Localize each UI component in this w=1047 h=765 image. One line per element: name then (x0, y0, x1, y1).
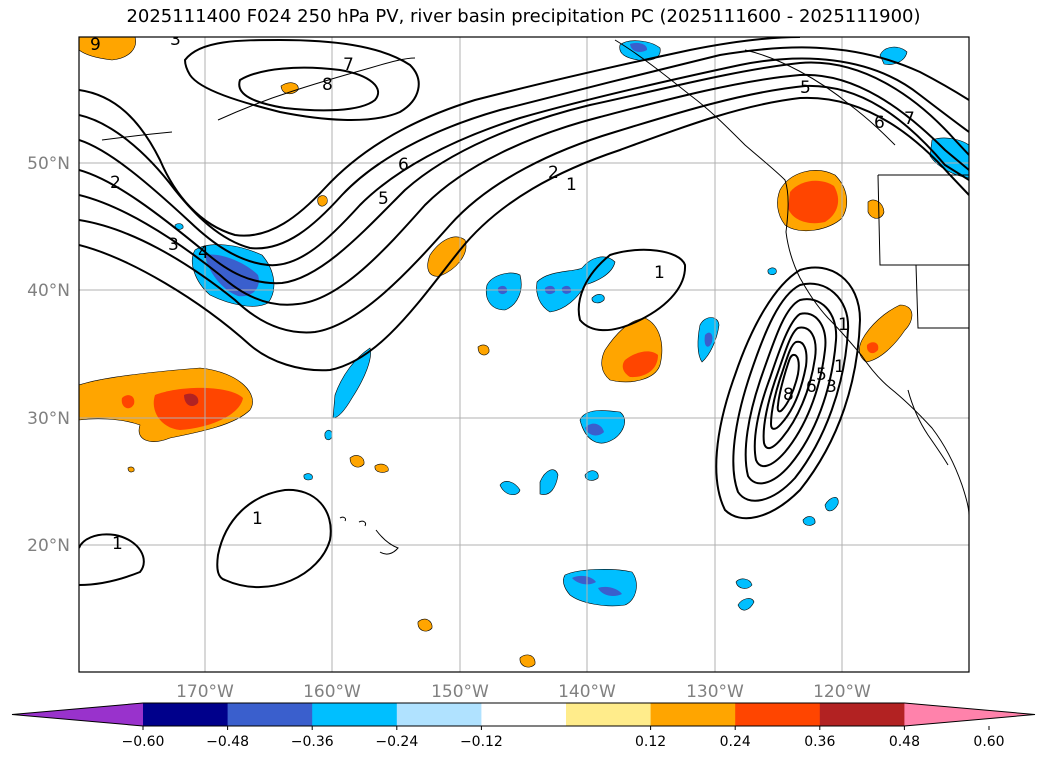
precip-positive-area (477, 344, 490, 356)
contour-label: 1 (654, 263, 665, 283)
pv-contours (79, 37, 969, 589)
precip-negative-core (205, 254, 259, 297)
contour-label: 1 (252, 509, 263, 529)
precip-positive-area (79, 37, 136, 61)
map-area: 9 3 8 7 2 6 5 1 3 4 1 2 1 5 6 7 1 8 6 5 … (79, 30, 969, 672)
colorbar: −0.60 −0.48 −0.36 −0.24 −0.12 0.12 0.24 0.36 0.4… (11, 702, 1036, 750)
contour-label: 9 (90, 35, 101, 55)
precip-positive-area (127, 466, 135, 473)
colorbar-segment (143, 703, 229, 726)
lon-label: 150°W (431, 682, 489, 702)
precip-positive-core (788, 180, 839, 224)
precip-negative-area (324, 429, 333, 441)
precip-negative-area (824, 497, 839, 512)
precip-negative-area (499, 481, 521, 495)
contour-label: 5 (378, 189, 389, 209)
precip-negative-area (332, 347, 371, 419)
colorbar-tick-label: 0.36 (804, 734, 835, 750)
coastlines (101, 39, 969, 555)
precip-negative-area (303, 473, 313, 481)
colorbar-tick-label: 0.12 (635, 734, 666, 750)
contour-label: 1 (834, 357, 845, 377)
precip-positive-core (153, 387, 243, 430)
contour-label: 1 (838, 315, 849, 335)
contour-label: 5 (816, 365, 827, 385)
lat-label: 30°N (27, 409, 70, 429)
precip-negative-core (585, 423, 604, 436)
precip-negative-core (598, 586, 622, 596)
contour-label: 6 (806, 377, 817, 397)
colorbar-tick-label: 0.48 (889, 734, 920, 750)
precip-positive-core (622, 351, 658, 378)
precip-negative-area (802, 516, 816, 526)
colorbar-segment (650, 703, 736, 726)
precip-positive-area (317, 195, 328, 207)
map-title: 2025111400 F024 250 hPa PV, river basin … (126, 6, 921, 27)
colorbar-tick-label: −0.48 (206, 734, 249, 750)
lon-label: 160°W (303, 682, 361, 702)
contour-label: 3 (170, 30, 181, 50)
precip-negative-area (591, 294, 605, 304)
colorbar-segment (227, 703, 313, 726)
contour-label: 6 (874, 113, 885, 133)
colorbar-segment (819, 703, 905, 726)
lat-label: 50°N (27, 154, 70, 174)
contour-label: 1 (566, 175, 577, 195)
precip-negative-area (579, 410, 625, 444)
colorbar-tick-label: −0.36 (291, 734, 334, 750)
lat-label: 20°N (27, 536, 70, 556)
precip-negative-core (572, 575, 596, 585)
colorbar-extend-max (904, 703, 1035, 726)
lon-label: 130°W (686, 682, 744, 702)
colorbar-tick-label: −0.12 (460, 734, 503, 750)
colorbar-segment (566, 703, 652, 726)
precip-negative-area (767, 267, 777, 275)
colorbar-segment (312, 703, 398, 726)
lat-label: 40°N (27, 281, 70, 301)
precip-positive-core (866, 342, 879, 354)
contour-labels: 9 3 8 7 2 6 5 1 3 4 1 2 1 5 6 7 1 8 6 5 … (90, 30, 915, 554)
colorbar-tick-label: 0.24 (720, 734, 751, 750)
colorbar-segment (481, 703, 567, 726)
latitude-labels: 50°N 40°N 30°N 20°N (27, 154, 70, 556)
lon-label: 140°W (558, 682, 616, 702)
colorbar-segment (396, 703, 482, 726)
map-frame (78, 36, 970, 673)
precip-positive-area (519, 654, 536, 668)
precip-negative-core (704, 332, 713, 347)
contour-label: 7 (904, 109, 915, 129)
colorbar-extend-min (12, 703, 143, 726)
precip-positive-area (867, 199, 885, 219)
precip-negative-area (539, 469, 559, 495)
colorbar-tick-label: −0.24 (375, 734, 418, 750)
contour-label: 3 (826, 377, 837, 397)
contour-label: 5 (800, 78, 811, 98)
lon-label: 120°W (813, 682, 871, 702)
precip-positive-area (417, 618, 433, 632)
contour-label: 1 (112, 534, 123, 554)
contour-label: 7 (343, 55, 354, 75)
contour-label: 8 (322, 75, 333, 95)
precip-positive-core (121, 395, 135, 409)
precip-positive-area (374, 463, 389, 473)
colorbar-tick-label: 0.60 (973, 734, 1004, 750)
contour-label: 2 (548, 163, 559, 183)
colorbar-tick-label: −0.60 (122, 734, 165, 750)
graticule (79, 37, 969, 672)
precip-negative-core (630, 42, 648, 52)
longitude-labels: 170°W 160°W 150°W 140°W 130°W 120°W (176, 682, 871, 702)
contour-label: 2 (110, 173, 121, 193)
colorbar-segment (735, 703, 821, 726)
precip-positive-area (349, 455, 365, 468)
precip-positive-peak (184, 393, 199, 407)
contour-label: 4 (198, 243, 209, 263)
precip-negative-area (737, 598, 755, 611)
lon-label: 170°W (176, 682, 234, 702)
precip-negative-area (735, 578, 753, 589)
contour-label: 6 (398, 155, 409, 175)
contour-label: 8 (783, 385, 794, 405)
contour-label: 3 (168, 235, 179, 255)
